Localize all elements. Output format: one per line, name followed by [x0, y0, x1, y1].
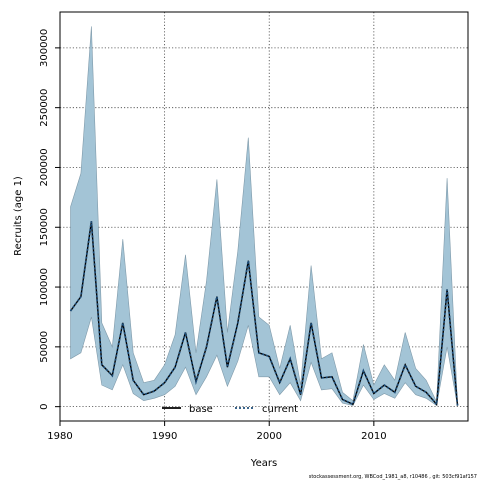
legend: base current	[162, 404, 298, 415]
x-axis-title: Years	[250, 458, 277, 469]
y-axis-title: Recruits (age 1)	[13, 176, 24, 256]
series-line-current	[69, 221, 459, 407]
y-tick-label: 150000	[39, 208, 50, 246]
y-tick-label: 200000	[39, 148, 50, 186]
legend-label-base: base	[189, 404, 213, 415]
y-tick-label: 300000	[39, 29, 50, 67]
series-layer	[69, 221, 459, 407]
axis-layer: 1980 1990 2000 2010 0 50000 100000 150000 200000…	[39, 29, 387, 442]
x-tick-label: 1990	[152, 431, 177, 442]
x-tick-label: 2010	[361, 431, 386, 442]
x-tick-label: 2000	[257, 431, 282, 442]
y-tick-label: 0	[39, 403, 50, 409]
y-tick-label: 100000	[39, 268, 50, 306]
footnote: stockassessment.org, WBCod_1981_a8, r104…	[309, 474, 477, 480]
y-tick-label: 50000	[39, 331, 50, 363]
y-tick-label: 250000	[39, 89, 50, 127]
confidence-band	[70, 26, 458, 407]
plot-frame	[59, 11, 469, 422]
confidence-band-layer	[70, 26, 458, 407]
legend-label-current: current	[262, 404, 298, 415]
x-tick-label: 1980	[47, 431, 72, 442]
